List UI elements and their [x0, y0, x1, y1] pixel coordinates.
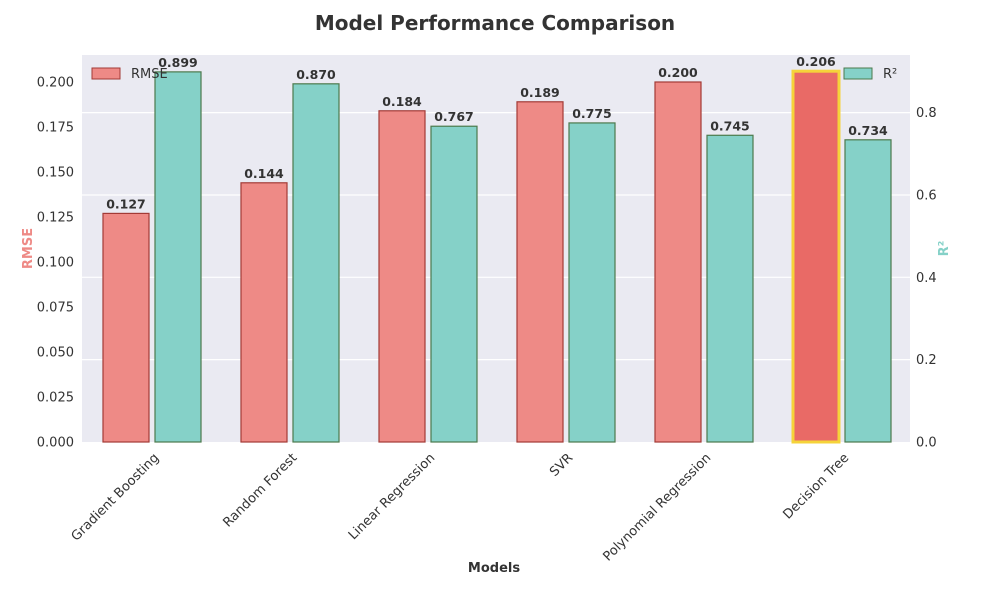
data-label-r2: 0.870 — [296, 67, 336, 82]
bar-rmse — [654, 81, 702, 443]
bar-r2 — [844, 139, 892, 443]
bar-rmse — [240, 182, 288, 443]
bar-r2 — [568, 122, 616, 443]
data-label-r2: 0.767 — [434, 109, 474, 124]
legend-r2: R² — [843, 67, 897, 82]
bars — [102, 69, 892, 444]
y2-tick-label: 0.2 — [916, 353, 937, 368]
legend-swatch-r2 — [843, 67, 873, 80]
x-tick-label: Polynomial Regression — [600, 451, 714, 565]
bar-r2 — [292, 83, 340, 443]
bar-rmse — [516, 101, 564, 443]
legend-label-r2: R² — [883, 67, 897, 82]
data-label-r2: 0.745 — [710, 118, 750, 133]
y-tick-label: 0.150 — [37, 166, 74, 181]
y-axis-label: RMSE — [21, 228, 36, 269]
data-label-r2: 0.734 — [848, 123, 888, 138]
y-tick-label: 0.100 — [37, 256, 74, 271]
y-tick-label: 0.025 — [37, 391, 74, 406]
chart-title: Model Performance Comparison — [315, 11, 675, 35]
legend-swatch-rmse — [91, 67, 121, 80]
x-tick-label: Random Forest — [220, 451, 300, 531]
y-tick-label: 0.175 — [37, 121, 74, 136]
y-tick-label: 0.075 — [37, 301, 74, 316]
y-tick-label: 0.050 — [37, 346, 74, 361]
x-axis-label: Models — [468, 561, 520, 576]
x-tick-label: Decision Tree — [780, 451, 852, 523]
data-label-rmse: 0.184 — [382, 94, 422, 109]
data-label-rmse: 0.206 — [796, 54, 836, 69]
y-tick-label: 0.000 — [37, 436, 74, 451]
bar-rmse — [791, 69, 841, 444]
y2-tick-label: 0.6 — [916, 188, 937, 203]
y-tick-label: 0.125 — [37, 211, 74, 226]
data-label-rmse: 0.144 — [244, 166, 284, 181]
data-label-r2: 0.899 — [158, 55, 198, 70]
x-ticks: Gradient Boosting Random Forest Linear Reg… — [69, 451, 853, 565]
y2-tick-label: 0.4 — [916, 271, 937, 286]
data-label-rmse: 0.189 — [520, 85, 560, 100]
bar-rmse — [102, 212, 150, 443]
y2-axis-label: R² — [937, 241, 952, 257]
x-tick-label: Linear Regression — [346, 451, 438, 543]
y-tick-label: 0.200 — [37, 76, 74, 91]
right-y-ticks: 0.0 0.2 0.4 0.6 0.8 — [916, 106, 937, 450]
bar-rmse — [378, 110, 426, 443]
bar-r2 — [706, 134, 754, 443]
gridlines — [82, 112, 910, 361]
data-label-rmse: 0.127 — [106, 196, 146, 211]
bar-r2 — [430, 125, 478, 443]
bar-r2 — [154, 71, 202, 443]
plot-background — [82, 55, 910, 442]
data-labels: 0.127 0.899 0.144 0.870 0.184 0.767 0.189 0.775… — [106, 54, 888, 211]
left-y-ticks: 0.000 0.025 0.050 0.075 0.100 0.125 0.150 0.175… — [37, 76, 74, 451]
x-tick-label: SVR — [547, 451, 576, 480]
legend-label-rmse: RMSE — [131, 67, 168, 82]
x-tick-label: Gradient Boosting — [69, 451, 163, 545]
data-label-rmse: 0.200 — [658, 65, 698, 80]
y2-tick-label: 0.8 — [916, 106, 937, 121]
data-label-r2: 0.775 — [572, 106, 612, 121]
legend-rmse: RMSE — [91, 67, 168, 82]
y2-tick-label: 0.0 — [916, 436, 937, 451]
